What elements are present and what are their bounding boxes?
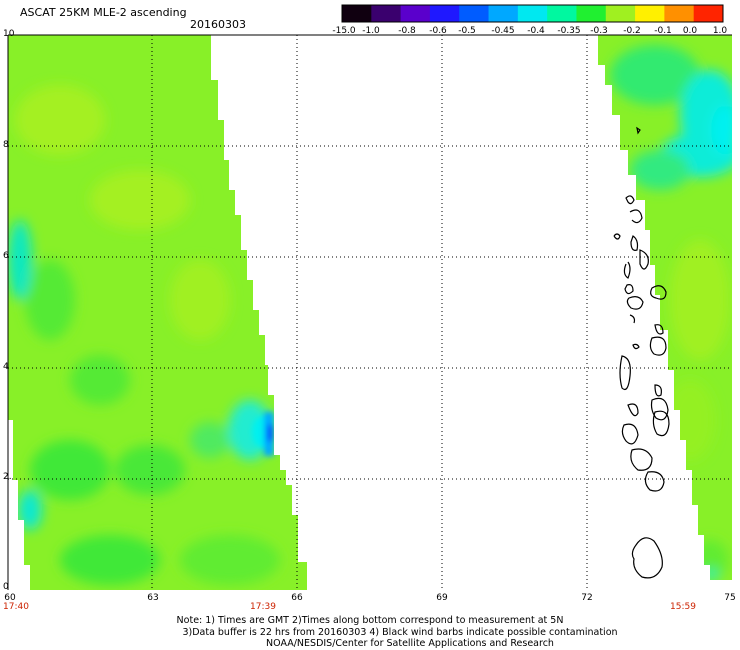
pass-time-label: 17:39 xyxy=(250,602,276,612)
colorbar-segment xyxy=(371,5,402,22)
colorbar-label: -0.6 xyxy=(429,26,447,36)
footer-note-2: 3)Data buffer is 22 hrs from 20160303 4)… xyxy=(182,627,618,638)
colorbar-segment xyxy=(429,5,460,22)
y-tick-label: 8 xyxy=(3,140,9,150)
right-swath xyxy=(598,35,732,580)
x-tick-label: 69 xyxy=(436,593,448,603)
y-tick-label: 6 xyxy=(3,251,9,261)
colorbar-segment xyxy=(605,5,636,22)
x-tick-label: 63 xyxy=(147,593,159,603)
colorbar-label: -0.2 xyxy=(623,26,641,36)
pass-time-label: 17:40 xyxy=(3,602,29,612)
colorbar-segment xyxy=(693,5,724,22)
y-tick-label: 10 xyxy=(3,29,15,39)
colorbar-label: -0.45 xyxy=(491,26,515,36)
x-tick-label: 75 xyxy=(724,593,736,603)
colorbar-segment xyxy=(342,5,372,22)
grid-lines xyxy=(8,35,732,590)
colorbar-segment xyxy=(400,5,431,22)
colorbar-segment xyxy=(576,5,607,22)
colorbar-segment xyxy=(459,5,490,22)
colorbar-segment xyxy=(635,5,665,22)
colorbar-label: 1.0 xyxy=(712,26,728,36)
colorbar-label: -0.1 xyxy=(654,26,672,36)
x-tick-label: 66 xyxy=(291,593,303,603)
footer-note-3: NOAA/NESDIS/Center for Satellite Applica… xyxy=(266,638,554,649)
product-title: ASCAT 25KM MLE-2 ascending xyxy=(20,6,187,19)
colorbar-label: -0.5 xyxy=(458,26,476,36)
colorbar-border xyxy=(341,4,724,23)
date-label: 20160303 xyxy=(190,18,246,31)
colorbar-segment xyxy=(517,5,548,22)
colorbar-label: -0.35 xyxy=(557,26,581,36)
colorbar-label: -0.3 xyxy=(590,26,608,36)
colorbar-segment xyxy=(547,5,577,22)
footer-note-1: Note: 1) Times are GMT 2)Times along bot… xyxy=(176,615,564,626)
island-outlines xyxy=(613,126,670,579)
colorbar-segment xyxy=(488,5,519,22)
color-bar xyxy=(341,4,724,23)
x-tick-label: 72 xyxy=(581,593,593,603)
left-swath xyxy=(8,35,307,590)
y-tick-label: 2. xyxy=(3,472,12,482)
y-tick-label: 4 xyxy=(3,362,9,372)
colorbar-label: -15.0 xyxy=(332,26,356,36)
y-tick-label: 0 xyxy=(3,582,9,592)
colorbar-label: -0.4 xyxy=(527,26,545,36)
colorbar-segment xyxy=(664,5,695,22)
pass-time-label: 15:59 xyxy=(670,602,696,612)
x-tick-label: 60 xyxy=(4,593,16,603)
colorbar-label: 0.0 xyxy=(682,26,698,36)
colorbar-label: -0.8 xyxy=(398,26,416,36)
colorbar-label: -1.0 xyxy=(362,26,380,36)
